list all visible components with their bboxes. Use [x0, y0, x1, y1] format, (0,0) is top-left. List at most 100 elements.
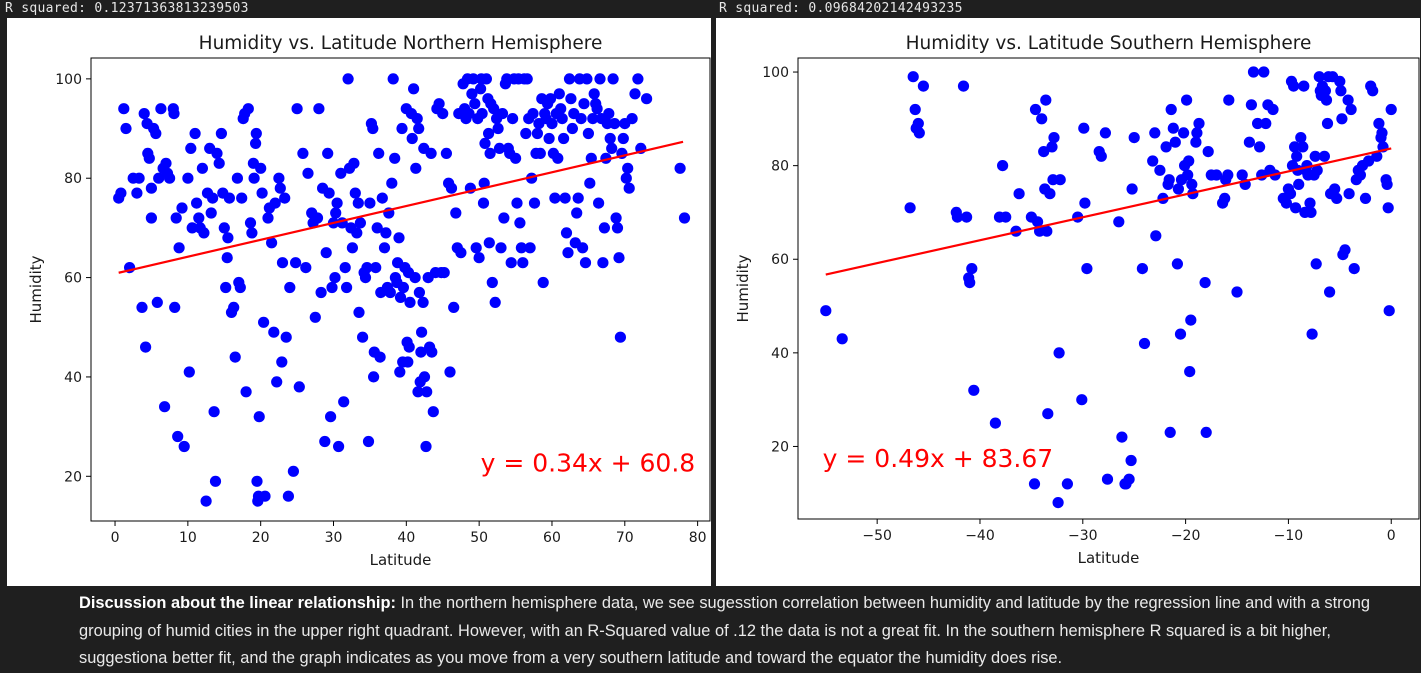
data-point: [913, 127, 925, 139]
data-point: [1054, 174, 1066, 186]
data-point: [1126, 183, 1138, 195]
data-point: [534, 147, 546, 159]
data-point: [346, 242, 358, 254]
data-point: [433, 98, 445, 110]
data-point: [403, 341, 415, 353]
data-point: [415, 346, 427, 358]
data-point: [1000, 211, 1012, 223]
data-point: [1046, 141, 1058, 153]
data-point: [354, 217, 366, 229]
data-point: [259, 490, 271, 502]
x-tick-label: 30: [325, 530, 343, 546]
data-point: [674, 162, 686, 174]
data-point: [168, 108, 180, 120]
data-point: [964, 277, 976, 289]
data-point: [917, 80, 929, 92]
data-point: [836, 333, 848, 345]
north-r-squared-output: R squared: 0.12371363813239503: [5, 1, 249, 16]
data-point: [138, 108, 150, 120]
data-point: [425, 147, 437, 159]
data-point: [1125, 454, 1137, 467]
data-point: [1254, 141, 1266, 153]
data-point: [418, 371, 431, 383]
data-point: [408, 83, 420, 95]
data-point: [1284, 188, 1297, 200]
data-point: [140, 341, 152, 353]
data-point: [1324, 286, 1336, 298]
data-point: [302, 167, 314, 179]
data-point: [584, 177, 596, 189]
data-point: [1336, 113, 1348, 125]
data-point: [268, 326, 280, 338]
data-point: [342, 73, 354, 85]
data-point: [208, 406, 220, 418]
data-point: [160, 157, 172, 169]
data-point: [505, 257, 517, 269]
data-point: [373, 147, 385, 159]
data-point: [1165, 103, 1177, 116]
data-point: [151, 296, 163, 308]
x-tick-label: 20: [252, 530, 270, 546]
data-point: [118, 103, 130, 115]
data-point: [284, 281, 296, 294]
data-point: [1321, 117, 1334, 130]
data-point: [273, 172, 285, 184]
data-point: [553, 88, 565, 100]
data-point: [250, 127, 262, 140]
data-point: [467, 73, 479, 85]
y-tick-label: 60: [771, 252, 789, 268]
data-point: [1095, 150, 1107, 162]
data-point: [1371, 150, 1383, 162]
data-point: [598, 222, 611, 234]
data-point: [1304, 197, 1316, 209]
data-point: [255, 162, 267, 174]
data-point: [1311, 164, 1323, 176]
data-point: [380, 227, 392, 239]
x-tick-label: −30: [1068, 528, 1098, 544]
y-tick-label: 100: [55, 72, 82, 88]
data-point: [966, 263, 978, 275]
data-point: [282, 490, 294, 502]
data-point: [378, 242, 391, 254]
y-axis-label: Humidity: [734, 254, 752, 322]
data-point: [1028, 478, 1041, 490]
data-point: [1029, 103, 1042, 116]
data-point: [1247, 66, 1260, 78]
data-point: [271, 376, 283, 388]
data-point: [1319, 85, 1331, 97]
data-point: [1260, 117, 1272, 130]
data-point: [438, 267, 450, 279]
data-point: [480, 73, 492, 85]
data-point: [582, 127, 595, 140]
data-point: [1191, 127, 1203, 139]
data-point: [228, 301, 240, 313]
data-point: [205, 207, 217, 219]
data-point: [359, 272, 372, 284]
data-point: [510, 152, 522, 164]
data-point: [315, 286, 327, 299]
y-tick-label: 20: [64, 469, 82, 485]
data-point: [1147, 155, 1159, 167]
x-tick-label: −50: [862, 528, 892, 544]
data-point: [1199, 277, 1211, 289]
data-point: [1174, 328, 1187, 340]
data-point: [1053, 347, 1065, 359]
data-point: [256, 187, 268, 199]
data-point: [262, 212, 274, 224]
data-point: [402, 356, 414, 368]
y-tick-label: 80: [64, 171, 82, 187]
data-point: [611, 222, 624, 234]
data-point: [1252, 117, 1264, 130]
data-point: [507, 113, 519, 125]
northern-scatter-chart: Humidity vs. Latitude Northern Hemispher…: [27, 33, 711, 569]
data-point: [1363, 155, 1375, 167]
data-point: [362, 435, 375, 448]
data-point: [997, 160, 1009, 172]
data-point: [1329, 183, 1341, 195]
data-point: [678, 212, 691, 224]
data-point: [475, 83, 487, 95]
data-point: [1291, 150, 1303, 162]
data-point: [311, 212, 324, 224]
data-point: [1042, 408, 1054, 420]
data-point: [909, 103, 921, 116]
